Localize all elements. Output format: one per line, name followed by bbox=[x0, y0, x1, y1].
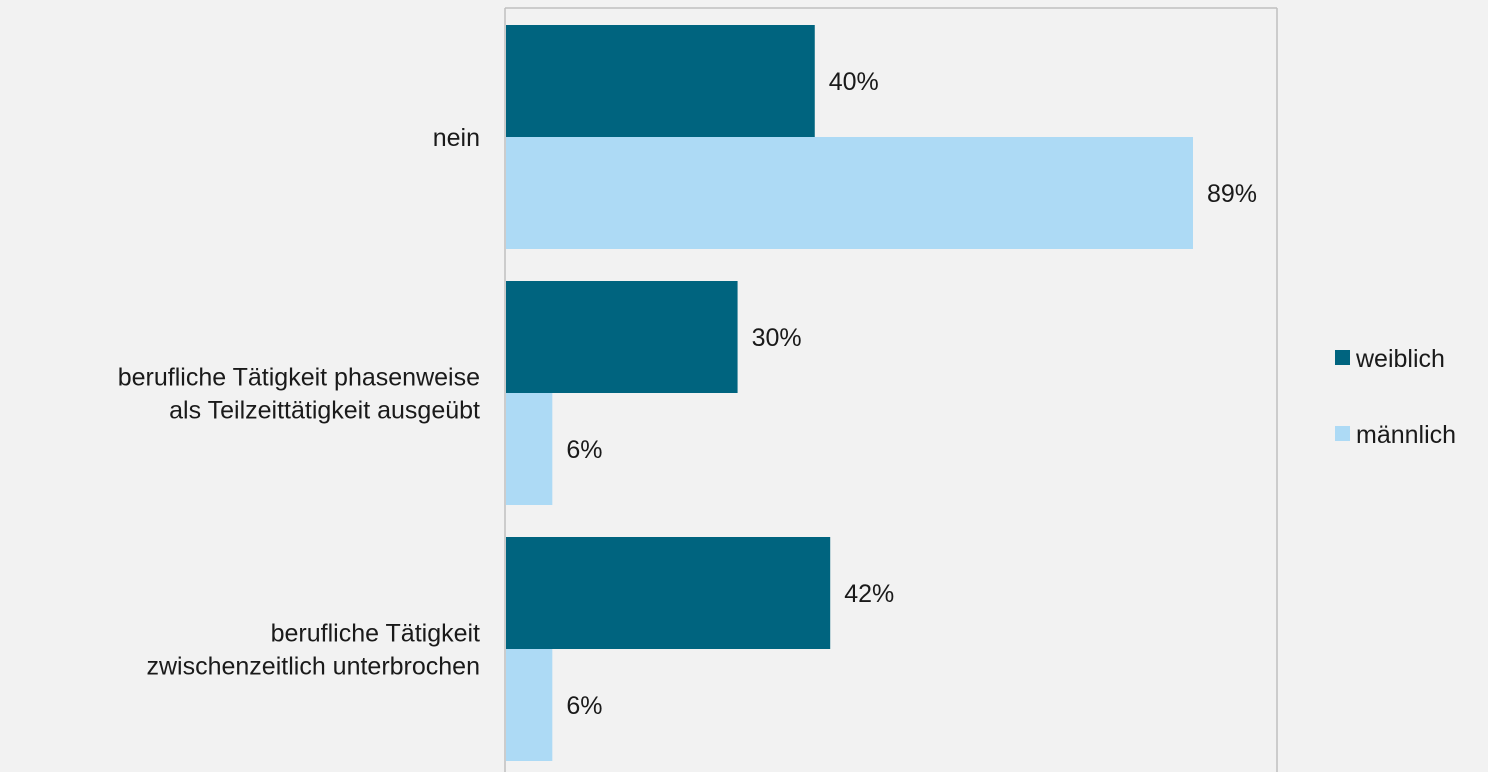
bar-weiblich-0 bbox=[506, 25, 815, 137]
value-label-männlich-2: 6% bbox=[566, 692, 602, 720]
plot-area bbox=[504, 7, 1278, 772]
value-label-weiblich-2: 42% bbox=[844, 580, 894, 608]
legend-label-männlich: männlich bbox=[1356, 421, 1456, 449]
category-label-2-line-1: zwischenzeitlich unterbrochen bbox=[146, 653, 480, 681]
legend-label-weiblich: weiblich bbox=[1355, 345, 1445, 373]
value-labels-group: 40% 89% 30% 6% 42% 6% bbox=[566, 68, 1257, 720]
bar-weiblich-1 bbox=[506, 281, 738, 393]
value-label-weiblich-0: 40% bbox=[829, 68, 879, 96]
bar-weiblich-2 bbox=[506, 537, 831, 649]
legend-swatch-weiblich bbox=[1335, 350, 1350, 365]
category-labels-group: nein berufliche Tätigkeit phasenweise als … bbox=[118, 124, 480, 681]
value-label-männlich-1: 6% bbox=[566, 436, 602, 464]
legend: weiblich männlich bbox=[1335, 345, 1456, 449]
category-label-2-line-0: berufliche Tätigkeit bbox=[271, 620, 480, 648]
bars-group bbox=[506, 25, 1193, 761]
bar-männlich-0 bbox=[506, 137, 1193, 249]
value-label-weiblich-1: 30% bbox=[752, 324, 802, 352]
bar-männlich-1 bbox=[506, 393, 553, 505]
value-label-männlich-0: 89% bbox=[1207, 180, 1257, 208]
category-label-1-line-1: als Teilzeittätigkeit ausgeübt bbox=[169, 397, 480, 425]
bar-männlich-2 bbox=[506, 649, 553, 761]
category-label-0-line-0: nein bbox=[433, 124, 480, 152]
legend-swatch-männlich bbox=[1335, 426, 1350, 441]
category-label-1-line-0: berufliche Tätigkeit phasenweise bbox=[118, 364, 480, 392]
